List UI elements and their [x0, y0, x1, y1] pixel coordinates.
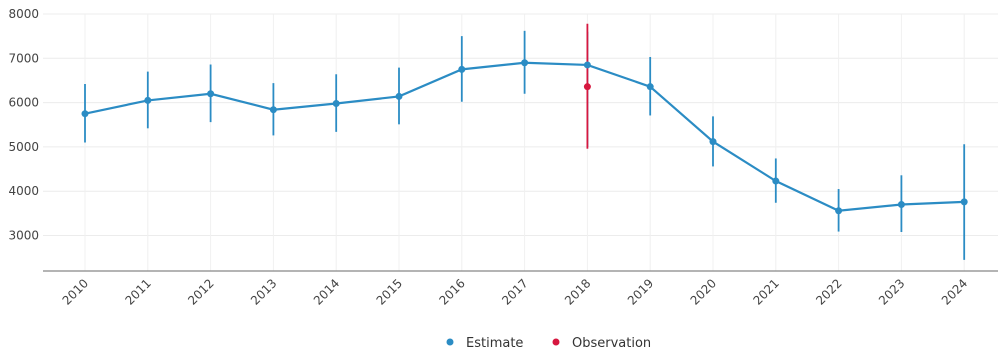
estimate-point-2013[interactable] — [269, 106, 277, 114]
x-tick-label-2023: 2023 — [876, 276, 907, 307]
estimate-point-2019[interactable] — [646, 83, 654, 91]
y-tick-label-4000: 4000 — [8, 184, 39, 198]
estimate-point-2022[interactable] — [835, 207, 843, 215]
x-tick-label-2020: 2020 — [688, 276, 719, 307]
x-tick-label-2022: 2022 — [813, 276, 844, 307]
x-tick-label-2018: 2018 — [562, 276, 593, 307]
x-tick-label-2010: 2010 — [60, 276, 91, 307]
legend-estimate-label[interactable]: Estimate — [466, 336, 523, 351]
x-tick-label-2015: 2015 — [374, 276, 405, 307]
y-tick-label-5000: 5000 — [8, 140, 39, 154]
legend-estimate-marker[interactable] — [446, 338, 454, 346]
x-tick-label-2013: 2013 — [248, 276, 279, 307]
y-tick-label-6000: 6000 — [8, 96, 39, 110]
estimate-point-2023[interactable] — [897, 201, 905, 209]
y-tick-label-7000: 7000 — [8, 51, 39, 65]
estimate-point-2020[interactable] — [709, 138, 717, 146]
estimate-point-2015[interactable] — [395, 92, 403, 100]
x-tick-label-2011: 2011 — [122, 276, 153, 307]
x-tick-label-2017: 2017 — [499, 276, 530, 307]
observation-point-2018[interactable] — [583, 83, 591, 91]
estimate-point-2021[interactable] — [772, 177, 780, 185]
x-tick-label-2016: 2016 — [436, 276, 467, 307]
x-tick-label-2014: 2014 — [311, 276, 342, 307]
legend-observation-marker[interactable] — [552, 338, 560, 346]
y-tick-label-8000: 8000 — [8, 7, 39, 21]
estimate-point-2016[interactable] — [458, 65, 466, 73]
estimate-point-2014[interactable] — [332, 100, 340, 108]
legend[interactable]: Estimate Observation — [446, 336, 652, 351]
x-tick-label-2024: 2024 — [939, 276, 970, 307]
x-tick-label-2012: 2012 — [185, 276, 216, 307]
gridlines — [43, 13, 998, 271]
estimate-point-2010[interactable] — [81, 110, 89, 118]
data-points — [81, 59, 968, 215]
estimate-point-2018[interactable] — [583, 61, 591, 69]
estimate-point-2012[interactable] — [207, 90, 215, 98]
y-tick-label-3000: 3000 — [8, 229, 39, 243]
estimate-point-2011[interactable] — [144, 96, 152, 104]
legend-observation-label[interactable]: Observation — [572, 336, 651, 351]
x-tick-label-2021: 2021 — [750, 276, 781, 307]
y-axis-ticks: 3000 4000 5000 6000 7000 8000 — [8, 7, 39, 243]
estimate-point-2024[interactable] — [960, 198, 968, 206]
estimate-point-2017[interactable] — [521, 59, 529, 67]
x-tick-label-2019: 2019 — [625, 276, 656, 307]
x-axis-ticks: 2010 2011 2012 2013 2014 2015 2016 2017 2018 2019… — [60, 276, 971, 307]
